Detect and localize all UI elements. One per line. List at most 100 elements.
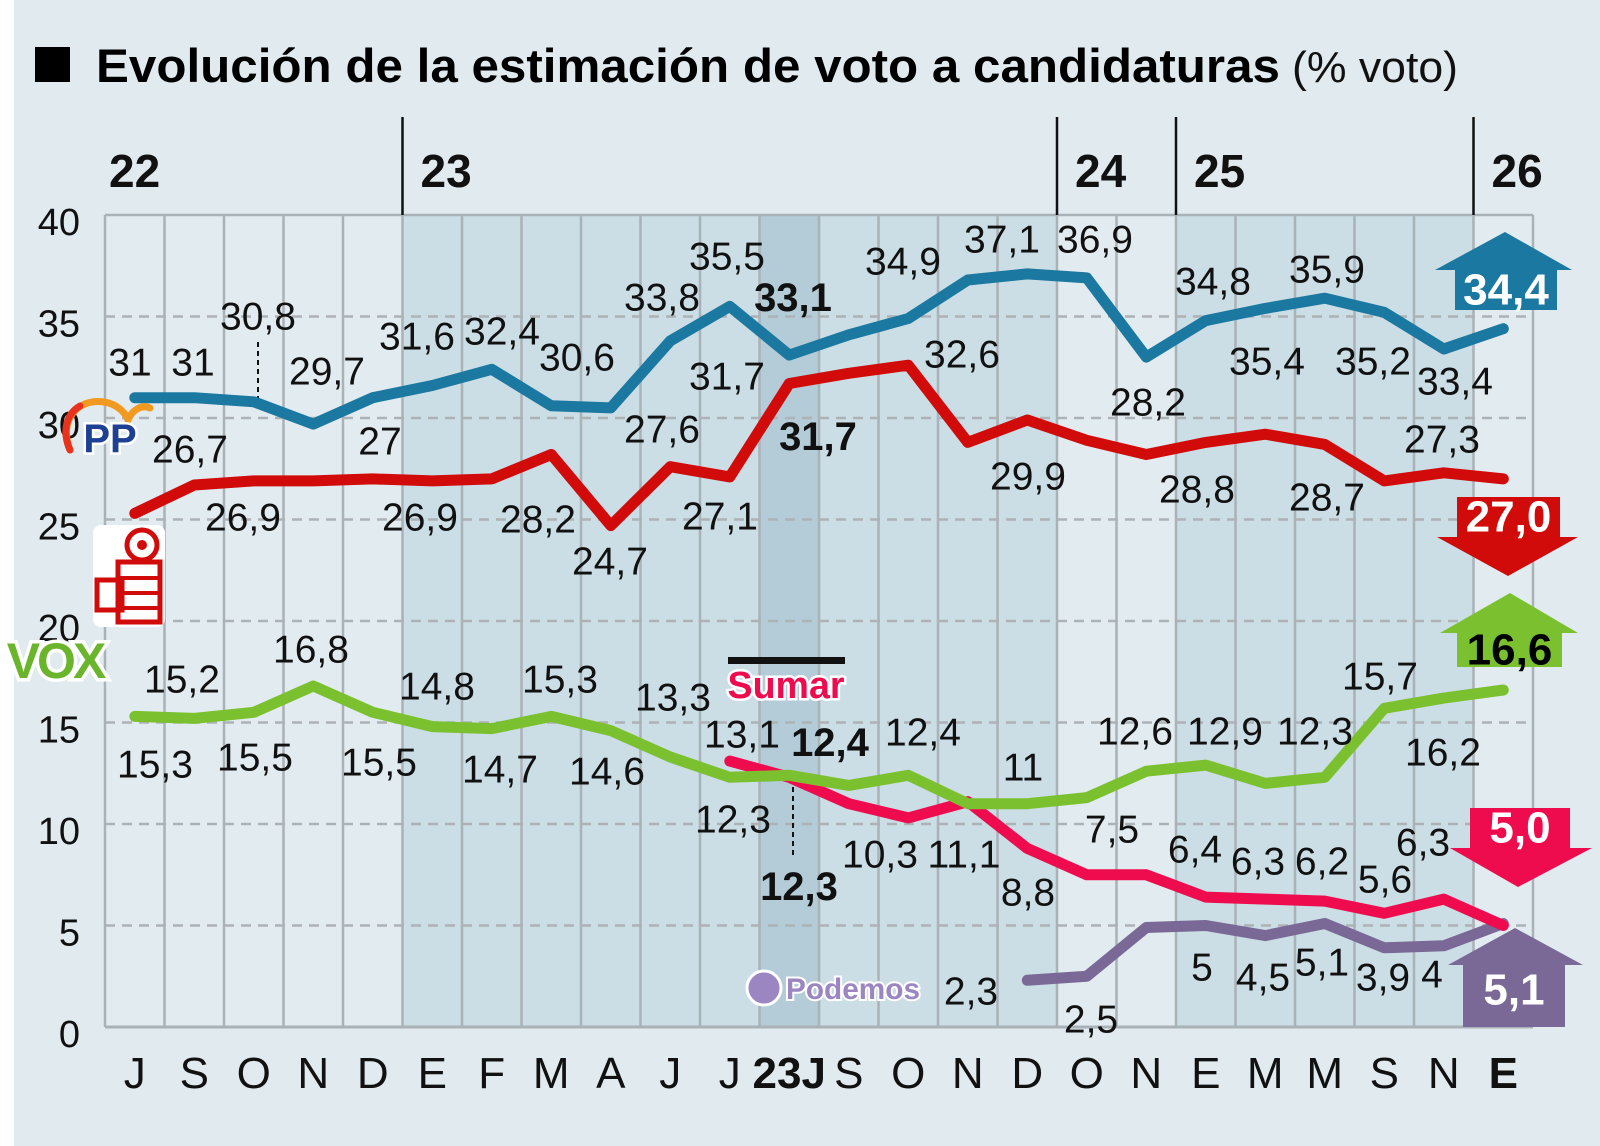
sumar-trend-down-arrow-icon [1450,808,1592,887]
psoe-data-label: 29,9 [990,456,1066,499]
vox-logo: VOX [7,633,106,689]
psoe-line [129,359,1509,532]
y-tick-label: 20 [38,608,80,650]
vox-data-label: 16,8 [273,629,349,672]
pp-data-label: 36,9 [1057,219,1133,262]
vox-data-label: 12,6 [1097,711,1173,754]
podemos-data-label: 5 [1191,947,1213,990]
pp-data-label: 33,8 [624,277,700,320]
podemos-data-label: 5,1 [1295,942,1349,985]
psoe-data-label: 27,1 [682,496,758,539]
y-tick-label: 15 [38,710,80,752]
sumar-logo-text: Sumar [728,665,845,707]
x-tick-label: N [297,1049,329,1098]
podemos-data-label: 3,9 [1356,957,1410,1000]
x-tick-label: M [1306,1049,1343,1098]
x-tick-label: M [533,1049,570,1098]
pp-bird-red-icon [62,402,84,454]
sumar-data-label: 6,3 [1231,841,1285,884]
sumar-data-label: 6,2 [1295,841,1349,884]
vox-data-label: 12,3 [1277,711,1353,754]
psoe-data-label: 28,8 [1159,469,1235,512]
vox-data-label: 14,8 [399,666,475,709]
x-tick-label: 23J [753,1049,826,1098]
vox-line [129,680,1509,810]
vox-data-label: 12,9 [1187,711,1263,754]
pp-line [129,268,1509,430]
vox-data-label: 11 [1003,747,1044,790]
pp-data-label: 35,2 [1335,341,1411,384]
vox-data-label: 12,3 [695,799,771,842]
vox-trend-up-arrow-icon [1440,593,1578,667]
y-tick-label: 40 [38,202,80,244]
sumar-data-label: 6,3 [1396,822,1450,865]
pp-data-label: 35,9 [1289,249,1365,292]
pp-data-label: 31 [171,342,214,385]
pp-data-label: 35,4 [1229,341,1305,384]
psoe-data-label: 26,9 [205,497,281,540]
sumar-data-label: 8,8 [1001,872,1055,915]
vox-data-label: 12,4 [885,712,961,755]
pp-logo-text: PP [83,417,136,461]
psoe-data-label: 27,6 [624,409,700,452]
pp-election-result-label: 33,1 [754,276,832,320]
sumar-election-result-label: 12,3 [760,865,838,909]
podemos-trend-up-arrow-icon [1448,928,1583,1027]
sumar-data-label: 13,1 [704,714,780,757]
year-label: 26 [1492,145,1543,197]
psoe-data-label: 32,6 [924,334,1000,377]
vox-latest-value: 16,6 [1467,626,1553,675]
sumar-line [724,755,1509,931]
psoe-data-label: 24,7 [572,541,648,584]
pp-data-label: 31 [108,342,151,385]
black-square-icon [35,47,70,82]
podemos-logo-text: Podemos [786,973,920,1006]
sumar-data-label: 11,1 [927,834,1000,877]
x-tick-label: O [1070,1049,1104,1098]
x-tick-label: J [719,1049,741,1098]
year-label: 25 [1194,145,1245,197]
psoe-data-label: 26,9 [382,497,458,540]
vox-data-label: 15,3 [117,744,193,787]
x-tick-label: M [1247,1049,1284,1098]
sumar-bar [728,657,845,664]
psoe-data-label: 27 [358,421,401,464]
x-tick-label: D [357,1049,389,1098]
y-tick-label: 25 [38,507,80,549]
pp-data-label: 30,8 [220,296,296,339]
x-tick-label: J [124,1049,146,1098]
x-tick-label: A [596,1049,626,1098]
psoe-election-result-label: 31,7 [779,415,857,459]
x-tick-label: O [237,1049,271,1098]
x-tick-label: N [952,1049,984,1098]
sumar-data-label: 10,3 [842,834,918,877]
x-tick-label: E [1489,1049,1518,1098]
psoe-data-label: 28,2 [500,499,576,542]
sumar-data-label: 5,6 [1358,859,1412,902]
x-tick-label: N [1428,1049,1460,1098]
x-tick-label: F [478,1049,505,1098]
pp-data-label: 29,7 [289,351,365,394]
chart-unit: (% voto) [1292,43,1458,92]
pp-data-label: 31,6 [379,316,455,359]
pp-logo: PP [62,398,154,464]
psoe-data-label: 27,3 [1404,419,1480,462]
year-label: 24 [1075,145,1127,197]
vox-data-label: 14,6 [569,751,645,794]
vox-data-label: 14,7 [462,749,538,792]
podemos-line [1021,918,1509,986]
fist-icon [115,559,163,625]
psoe-data-label: 28,7 [1289,477,1365,520]
x-tick-label: D [1011,1049,1043,1098]
vox-data-label: 15,3 [522,659,598,702]
x-tick-label: E [1191,1049,1220,1098]
y-tick-label: 35 [38,304,80,346]
x-tick-label: S [1370,1049,1399,1098]
podemos-data-label: 2,3 [944,971,998,1014]
vox-data-label: 15,5 [217,737,293,780]
chart-title: Evolución de la estimación de voto a can… [96,39,1280,92]
vox-election-result-label: 12,4 [791,721,870,765]
sumar-data-label: 6,4 [1168,829,1222,872]
x-tick-label: S [834,1049,863,1098]
